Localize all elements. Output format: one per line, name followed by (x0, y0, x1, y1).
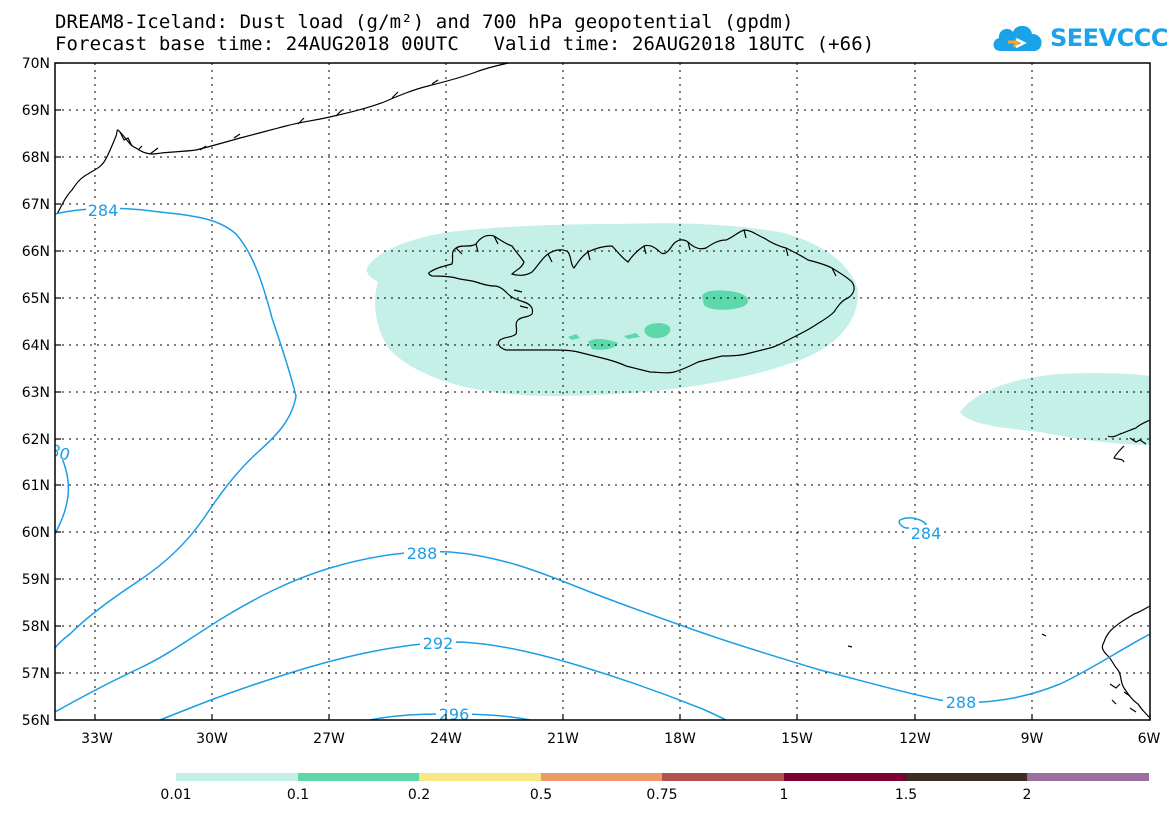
legend-label: 0.01 (160, 787, 191, 803)
lat-label: 63N (22, 385, 50, 401)
lon-label: 24W (430, 731, 462, 747)
lat-label: 60N (22, 525, 50, 541)
contour-label-288-west: 288 (407, 544, 438, 563)
lon-label: 6W (1138, 731, 1161, 747)
lon-label: 12W (899, 731, 931, 747)
contour-292 (159, 641, 727, 720)
legend-swatch (419, 773, 541, 781)
greenland-coast-detail (119, 79, 439, 155)
cloud-icon (993, 25, 1042, 51)
legend-label: 1.5 (895, 787, 917, 803)
contour-label-280: 80 (47, 440, 72, 464)
map-title: DREAM8-Iceland: Dust load (g/m²) and 700… (55, 11, 794, 33)
color-legend: 0.01 0.1 0.2 0.5 0.75 1 1.5 2 (160, 773, 1149, 803)
legend-swatch (784, 773, 906, 781)
faroe-scotland-coast (1107, 419, 1150, 463)
dust-spot-south-d (568, 334, 580, 340)
lon-label: 33W (81, 731, 113, 747)
lat-label: 65N (22, 291, 50, 307)
contour-label-284-east: 284 (911, 524, 942, 543)
lat-label: 57N (22, 666, 50, 682)
logo-text: SEEVCCC (1050, 24, 1169, 52)
legend-label: 0.75 (646, 787, 677, 803)
contour-label-296: 296 (439, 705, 470, 724)
graticule (55, 63, 1150, 720)
seevccc-logo: SEEVCCC (990, 20, 1169, 56)
lat-label: 56N (22, 713, 50, 729)
legend-swatch (1027, 773, 1149, 781)
scandinavia-coast (1101, 605, 1150, 719)
dust-spot-south-c (624, 333, 640, 339)
greenland-coast (56, 63, 509, 215)
lat-label: 59N (22, 572, 50, 588)
lat-label: 68N (22, 150, 50, 166)
legend-label: 2 (1023, 787, 1032, 803)
legend-swatch (906, 773, 1027, 781)
legend-label: 0.1 (287, 787, 309, 803)
legend-label: 0.5 (530, 787, 552, 803)
iceland-coast-detail (455, 229, 837, 309)
map-subtitle: Forecast base time: 24AUG2018 00UTC Vali… (55, 33, 875, 55)
lon-label: 15W (781, 731, 813, 747)
dust-area-iceland (366, 223, 859, 397)
iceland-coast (428, 229, 855, 374)
lat-label: 58N (22, 619, 50, 635)
contour-284-west (55, 207, 297, 649)
lon-label: 27W (313, 731, 345, 747)
dust-spot-south-b (588, 339, 618, 350)
dust-area-east (960, 373, 1150, 445)
legend-label: 1 (780, 787, 789, 803)
lon-label: 30W (196, 731, 228, 747)
dust-spot-vatnajokull (702, 290, 749, 310)
lat-label: 64N (22, 338, 50, 354)
axis-ticks (55, 62, 1151, 721)
legend-swatch (176, 773, 298, 781)
contour-label-284-west: 284 (88, 201, 119, 220)
lat-label: 69N (22, 103, 50, 119)
legend-swatch (298, 773, 419, 781)
legend-swatch (662, 773, 784, 781)
coastlines (56, 63, 1150, 719)
lon-label: 9W (1021, 731, 1044, 747)
legend-swatch (541, 773, 662, 781)
small-islands (847, 633, 1137, 713)
dust-spot-south-a (644, 322, 671, 339)
lat-label: 70N (22, 56, 50, 72)
lat-label: 67N (22, 197, 50, 213)
lat-label: 61N (22, 478, 50, 494)
lon-label: 21W (547, 731, 579, 747)
lon-label: 18W (664, 731, 696, 747)
lat-label: 62N (22, 432, 50, 448)
legend-label: 0.2 (408, 787, 430, 803)
contour-label-292: 292 (423, 634, 454, 653)
contour-label-288-east: 288 (946, 693, 977, 712)
lat-label: 66N (22, 244, 50, 260)
